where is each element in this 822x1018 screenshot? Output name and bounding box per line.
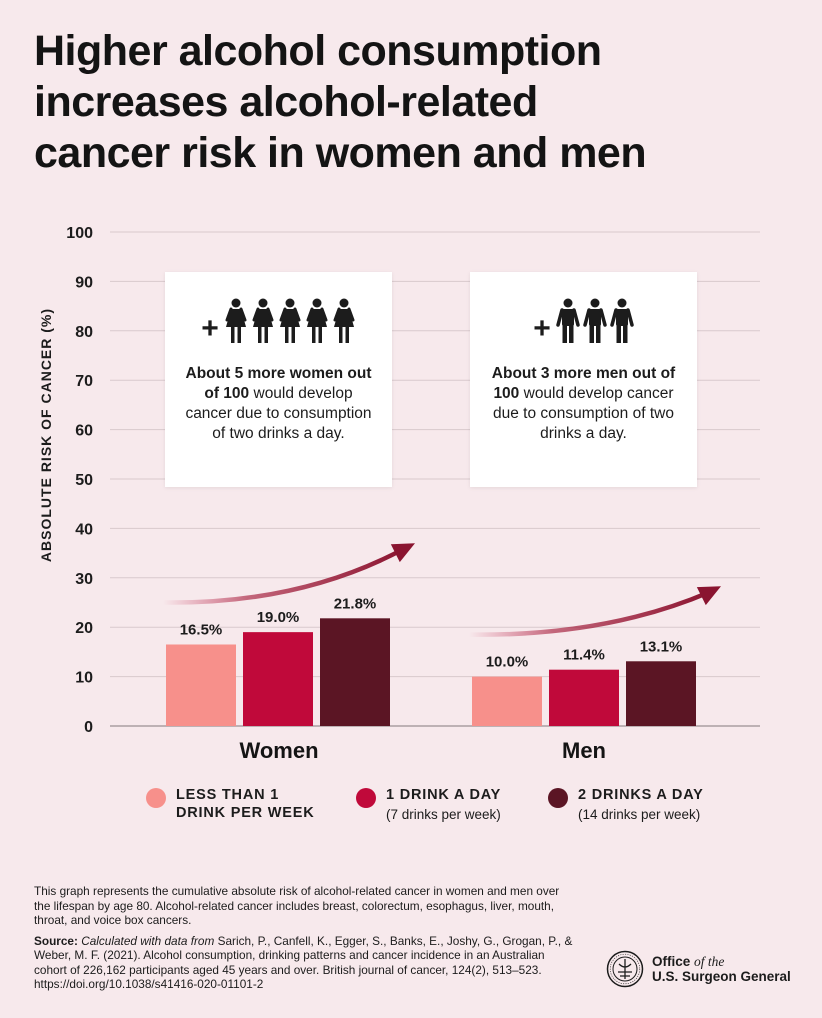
callout-women-rest: would develop cancer due to consumption … xyxy=(185,385,372,442)
man-icon xyxy=(610,298,634,350)
man-icon xyxy=(583,298,607,350)
legend-label-main: 1 DRINK A DAY xyxy=(386,787,502,803)
bar-women-2 xyxy=(320,618,390,726)
callout-women-bold: About 5 more women out of 100 xyxy=(185,365,372,402)
data-label: 21.8% xyxy=(334,595,377,612)
page-title: Higher alcohol consumption increases alc… xyxy=(34,26,794,179)
y-tick-label: 20 xyxy=(75,620,93,637)
plus-icon: + xyxy=(533,312,551,345)
trend-arrow xyxy=(160,547,406,605)
seal-icon xyxy=(606,950,644,988)
surgeon-general-logo: Office of the U.S. Surgeon General xyxy=(606,950,791,988)
woman-icon xyxy=(332,298,356,350)
data-label: 10.0% xyxy=(486,654,529,671)
office-name: Office of the U.S. Surgeon General xyxy=(652,954,791,984)
legend-label: 2 DRINKS A DAY (14 drinks per week) xyxy=(578,786,704,824)
legend-label: LESS THAN 1 DRINK PER WEEK xyxy=(176,786,315,822)
source-text: Sarich, P., Canfell, K., Egger, S., Bank… xyxy=(34,933,573,992)
legend-label: 1 DRINK A DAY (7 drinks per week) xyxy=(386,786,501,824)
legend-label-line1: LESS THAN 1 xyxy=(176,787,280,803)
bar-men-2 xyxy=(626,661,696,726)
source-citation: Source: Calculated with data from Sarich… xyxy=(34,934,574,992)
footnote: This graph represents the cumulative abs… xyxy=(34,884,560,927)
legend-item-2-drinks: 2 DRINKS A DAY (14 drinks per week) xyxy=(548,786,704,824)
office-of-the: of the xyxy=(694,954,725,969)
title-line-3: cancer risk in women and men xyxy=(34,129,647,177)
legend-swatch xyxy=(146,788,166,808)
men-figures: + xyxy=(470,298,697,350)
y-tick-label: 40 xyxy=(75,521,93,538)
y-tick-label: 30 xyxy=(75,571,93,588)
woman-icon xyxy=(305,298,329,350)
trend-arrow-head xyxy=(696,586,721,606)
y-tick-label: 100 xyxy=(66,225,93,242)
bar-men-1 xyxy=(549,669,619,726)
legend-label-sub: (7 drinks per week) xyxy=(386,807,501,822)
y-tick-label: 70 xyxy=(75,373,93,390)
callout-women-text: About 5 more women out of 100 would deve… xyxy=(165,364,392,444)
man-icon xyxy=(556,298,580,350)
legend-swatch xyxy=(356,788,376,808)
bar-chart: 0 10 20 30 40 50 60 70 80 90 100 16.5% 19.0% 21.8% 10… xyxy=(38,225,760,736)
office-line2: U.S. Surgeon General xyxy=(652,969,791,984)
trend-arrow xyxy=(466,590,712,637)
data-label: 13.1% xyxy=(640,638,683,655)
legend-swatch xyxy=(548,788,568,808)
woman-icon xyxy=(224,298,248,350)
legend-label-main: 2 DRINKS A DAY xyxy=(578,787,704,803)
callout-men-bold: About 3 more men out of 100 xyxy=(491,365,676,402)
category-label-women: Women xyxy=(239,738,319,763)
woman-icon xyxy=(278,298,302,350)
footer-notes: This graph represents the cumulative abs… xyxy=(34,884,574,998)
legend-item-less-than-1: LESS THAN 1 DRINK PER WEEK xyxy=(146,786,315,822)
source-label: Source: xyxy=(34,933,78,948)
office-line1: Office xyxy=(652,954,691,969)
callout-women: + About 5 more women out of 100 would de… xyxy=(165,272,392,487)
y-tick-label: 0 xyxy=(84,719,93,736)
bar-women-1 xyxy=(243,632,313,726)
callout-men-rest: would develop cancer due to consumption … xyxy=(493,385,674,442)
category-label-men: Men xyxy=(562,738,606,763)
data-label: 19.0% xyxy=(257,609,300,626)
bar-men-0 xyxy=(472,676,542,726)
source-italic: Calculated with data from xyxy=(81,933,215,948)
women-figures: + xyxy=(165,298,392,350)
data-label: 16.5% xyxy=(180,621,223,638)
legend-item-1-drink: 1 DRINK A DAY (7 drinks per week) xyxy=(356,786,501,824)
legend-label-sub: (14 drinks per week) xyxy=(578,807,701,822)
legend: LESS THAN 1 DRINK PER WEEK 1 DRINK A DAY… xyxy=(0,786,822,836)
y-axis-title: ABSOLUTE RISK OF CANCER (%) xyxy=(38,308,54,562)
y-tick-label: 80 xyxy=(75,324,93,341)
legend-label-line2: DRINK PER WEEK xyxy=(176,805,315,821)
trend-arrow-head xyxy=(390,543,415,563)
title-line-1: Higher alcohol consumption xyxy=(34,27,602,75)
callout-men: + About 3 more men out of 100 would deve… xyxy=(470,272,697,487)
plus-icon: + xyxy=(201,312,219,345)
callout-men-text: About 3 more men out of 100 would develo… xyxy=(470,364,697,444)
y-tick-label: 60 xyxy=(75,423,93,440)
title-line-2: increases alcohol-related xyxy=(34,78,538,126)
woman-icon xyxy=(251,298,275,350)
y-tick-label: 90 xyxy=(75,274,93,291)
y-tick-label: 50 xyxy=(75,472,93,489)
data-label: 11.4% xyxy=(563,647,605,664)
bar-women-0 xyxy=(166,644,236,726)
y-tick-label: 10 xyxy=(75,670,93,687)
